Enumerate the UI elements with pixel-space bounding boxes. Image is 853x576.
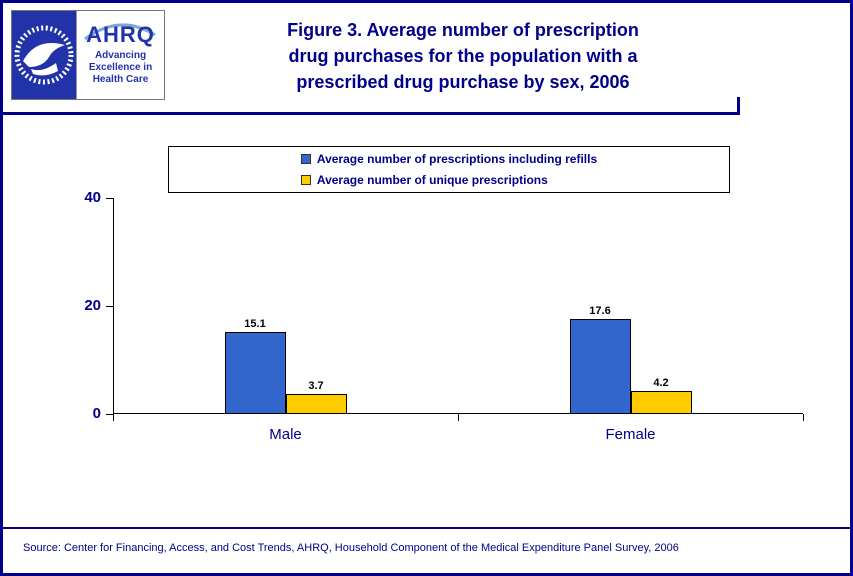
legend-item-refills: Average number of prescriptions includin… <box>300 152 598 166</box>
ahrq-logo: AHRQ Advancing Excellence in Health Care <box>76 11 164 99</box>
source-note: Source: Center for Financing, Access, an… <box>23 542 679 554</box>
header-divider <box>3 112 740 115</box>
bar-value-label: 17.6 <box>589 304 611 317</box>
bar-male-series1: 3.7 <box>285 380 347 414</box>
x-axis-line <box>113 413 803 414</box>
y-axis-tick <box>106 413 113 415</box>
chart-legend: Average number of prescriptions includin… <box>168 146 730 193</box>
ahrq-wordmark: AHRQ <box>86 22 155 47</box>
bar-female-series1: 4.2 <box>630 377 692 414</box>
ahrq-swoosh-icon <box>84 23 156 41</box>
category-label-male: Male <box>269 426 302 443</box>
x-axis-tick <box>112 414 114 421</box>
figure-title-line: Figure 3. Average number of prescription <box>287 20 639 40</box>
x-axis-tick <box>457 414 459 421</box>
y-tick-label: 40 <box>84 189 101 206</box>
figure-title-line: drug purchases for the population with a <box>288 46 638 66</box>
legend-item-unique: Average number of unique prescriptions <box>300 173 597 187</box>
ahrq-tagline-line: Advancing <box>94 50 147 61</box>
ahrq-tagline: Advancing Excellence in Health Care <box>89 50 152 86</box>
legend-swatch-blue <box>300 154 311 164</box>
logo-block: AHRQ Advancing Excellence in Health Care <box>11 10 165 100</box>
bar-female-series0: 17.6 <box>569 305 631 414</box>
plot-area: 0 20 40 Male Female 15.1 3.7 17.6 4.2 <box>84 189 804 443</box>
header-divider-tick <box>737 97 740 115</box>
bar-value-label: 4.2 <box>653 377 669 390</box>
y-axis-tick <box>106 305 113 307</box>
y-axis-tick <box>106 197 113 199</box>
bar-value-label: 3.7 <box>308 380 324 393</box>
footer-divider <box>3 527 850 529</box>
category-label-female: Female <box>605 426 656 443</box>
legend-items: Average number of prescriptions includin… <box>300 152 598 187</box>
legend-swatch-yellow <box>300 175 311 185</box>
bar-value-label: 15.1 <box>244 318 266 331</box>
bar-male-series0: 15.1 <box>224 318 286 414</box>
ahrq-tagline-line: Health Care <box>92 74 149 85</box>
y-axis-line <box>113 198 114 414</box>
legend-label: Average number of prescriptions includin… <box>316 152 598 166</box>
x-axis-tick <box>802 414 804 421</box>
hhs-eagle-icon <box>14 25 74 85</box>
hhs-logo <box>12 11 76 99</box>
legend-label: Average number of unique prescriptions <box>316 173 548 187</box>
y-tick-label: 0 <box>92 405 101 422</box>
figure-title: Figure 3. Average number of prescription… <box>183 17 743 95</box>
ahrq-tagline-line: Excellence in <box>88 62 153 73</box>
y-tick-label: 20 <box>84 297 101 314</box>
figure-title-line: prescribed drug purchase by sex, 2006 <box>296 72 630 92</box>
